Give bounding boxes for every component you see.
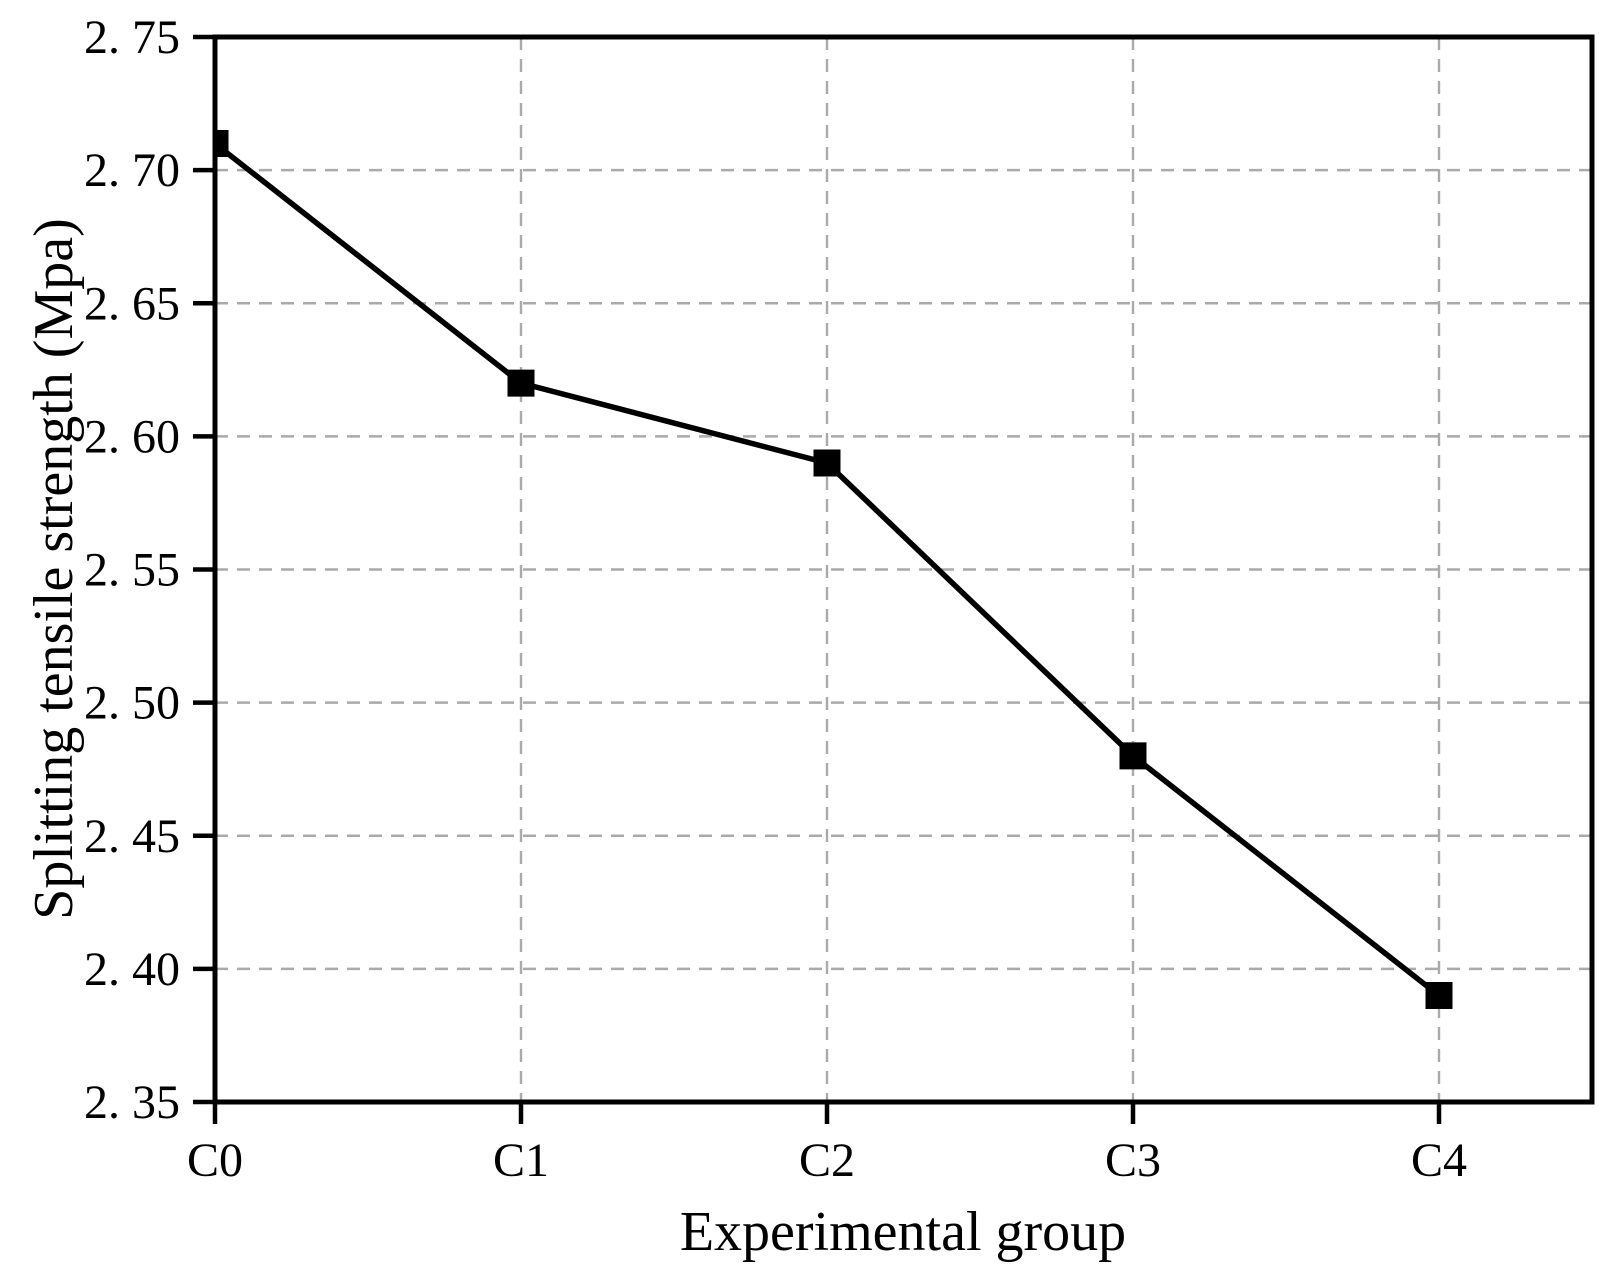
y-tick-label: 2. 70 <box>84 144 180 197</box>
x-tick-label: C3 <box>1105 1134 1161 1187</box>
x-tick-label: C4 <box>1411 1134 1467 1187</box>
data-series <box>215 130 1453 1009</box>
y-tick-label: 2. 75 <box>84 11 180 64</box>
x-tick-label: C2 <box>799 1134 855 1187</box>
y-tick-label: 2. 35 <box>84 1076 180 1129</box>
x-tick-label: C1 <box>493 1134 549 1187</box>
y-tick-label: 2. 45 <box>84 810 180 863</box>
gridlines <box>213 35 1592 1104</box>
x-axis-title: Experimental group <box>680 1201 1126 1263</box>
data-point-marker <box>215 130 229 157</box>
y-tick-label: 2. 55 <box>84 544 180 597</box>
data-point-marker <box>1425 982 1453 1009</box>
axes <box>193 34 1595 1124</box>
tick-labels: 2. 35 2. 40 2. 45 2. 50 2. 55 2. 60 2. 65 2. 70… <box>84 11 1467 1187</box>
y-tick-label: 2. 40 <box>84 943 180 996</box>
y-tick-label: 2. 50 <box>84 677 180 730</box>
data-point-marker <box>1119 742 1147 770</box>
y-tick-label: 2. 65 <box>84 277 180 330</box>
y-tick-label: 2. 60 <box>84 410 180 463</box>
data-point-marker <box>507 369 535 397</box>
x-tick-label: C0 <box>187 1134 243 1187</box>
data-point-marker <box>813 449 841 477</box>
y-axis-title: Splitting tensile strength (Mpa) <box>23 218 85 919</box>
